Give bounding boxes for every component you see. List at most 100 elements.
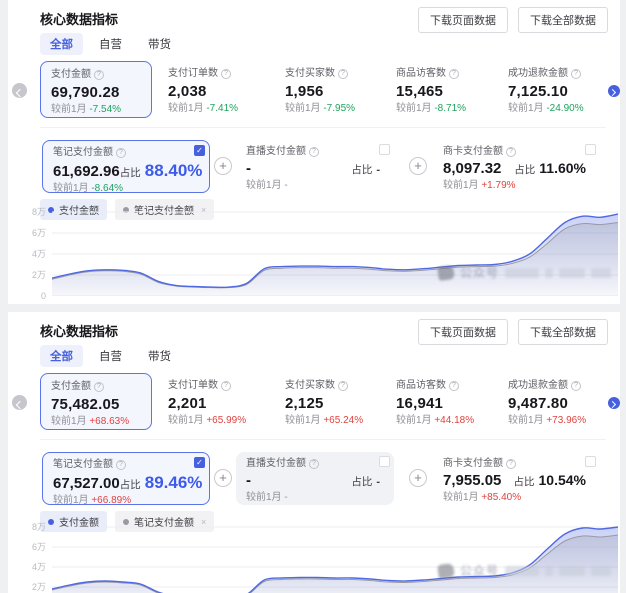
tab-self-operated[interactable]: 自营 bbox=[99, 351, 122, 363]
checkbox-checked-icon[interactable] bbox=[194, 457, 205, 468]
breakdown-change: 较前1月 +1.79% bbox=[443, 180, 590, 192]
breakdown-value: 61,692.96 bbox=[53, 163, 120, 180]
change-value: - bbox=[284, 492, 288, 503]
add-metric-icon[interactable] bbox=[409, 469, 427, 487]
add-metric-icon[interactable] bbox=[409, 157, 427, 175]
info-icon[interactable] bbox=[338, 69, 348, 79]
metric-card-product-visitors[interactable]: 商品访客数 15,465 较前1月 -8.71% bbox=[386, 61, 498, 118]
change-value: +66.89% bbox=[91, 495, 132, 506]
change-value: -8.64% bbox=[91, 183, 124, 194]
metrics-next-button[interactable] bbox=[608, 85, 620, 97]
panel-title: 核心数据指标 bbox=[40, 12, 119, 27]
metric-label: 支付金额 bbox=[51, 381, 141, 393]
add-metric-icon[interactable] bbox=[214, 157, 232, 175]
metric-card-refund-amount[interactable]: 成功退款金额 7,125.10 较前1月 -24.90% bbox=[498, 61, 610, 118]
info-icon[interactable] bbox=[571, 69, 581, 79]
metrics-next-button[interactable] bbox=[608, 397, 620, 409]
scope-tabs: 全部 自营 带货 bbox=[40, 345, 181, 367]
info-icon[interactable] bbox=[116, 148, 126, 158]
metric-value: 16,941 bbox=[396, 395, 444, 412]
ratio-value: 89.46% bbox=[144, 473, 203, 492]
tab-affiliate[interactable]: 带货 bbox=[148, 351, 171, 363]
metric-change: 较前1月 -8.71% bbox=[396, 103, 488, 115]
checkbox-unchecked-icon[interactable] bbox=[585, 144, 596, 155]
metric-label-text: 成功退款金额 bbox=[508, 380, 568, 391]
metric-value: 15,465 bbox=[396, 83, 444, 100]
download-page-data-button[interactable]: 下载页面数据 bbox=[418, 319, 508, 345]
metric-value: 2,038 bbox=[168, 83, 207, 100]
y-axis-label: 4万 bbox=[31, 562, 46, 572]
metric-label: 成功退款金额 bbox=[508, 68, 600, 80]
metrics-prev-button[interactable] bbox=[12, 395, 27, 410]
metric-card-product-visitors[interactable]: 商品访客数 16,941 较前1月 +44.18% bbox=[386, 373, 498, 430]
checkbox-unchecked-icon[interactable] bbox=[379, 144, 390, 155]
trend-area-chart[interactable] bbox=[51, 523, 619, 593]
info-icon[interactable] bbox=[116, 460, 126, 470]
metric-card-payment-amount[interactable]: 支付金额 75,482.05 较前1月 +68.63% bbox=[40, 373, 152, 430]
metric-change: 较前1月 -7.41% bbox=[168, 103, 260, 115]
tab-self-operated[interactable]: 自营 bbox=[99, 39, 122, 51]
info-icon[interactable] bbox=[506, 147, 516, 157]
info-icon[interactable] bbox=[449, 69, 459, 79]
download-page-data-button[interactable]: 下载页面数据 bbox=[418, 7, 508, 33]
tab-affiliate[interactable]: 带货 bbox=[148, 39, 171, 51]
add-metric-icon[interactable] bbox=[214, 469, 232, 487]
compare-prefix: 较前1月 bbox=[443, 492, 479, 503]
metric-card-order-count[interactable]: 支付订单数 2,201 较前1月 +65.99% bbox=[158, 373, 270, 430]
download-all-data-button[interactable]: 下载全部数据 bbox=[518, 319, 608, 345]
metric-card-buyer-count[interactable]: 支付买家数 2,125 较前1月 +65.24% bbox=[275, 373, 387, 430]
metric-change: 较前1月 +73.96% bbox=[508, 415, 600, 427]
breakdown-card-live-payment[interactable]: 直播支付金额 - 占比- 较前1月 - bbox=[236, 140, 394, 193]
breakdown-card-live-payment[interactable]: 直播支付金额 - 占比- 较前1月 - bbox=[236, 452, 394, 505]
ratio-label: 占比 bbox=[119, 479, 141, 491]
info-icon[interactable] bbox=[309, 147, 319, 157]
info-icon[interactable] bbox=[449, 381, 459, 391]
y-axis-label: 2万 bbox=[31, 582, 46, 592]
change-value: +1.79% bbox=[481, 180, 516, 191]
compare-prefix: 较前1月 bbox=[396, 415, 432, 426]
breakdown-label-text: 直播支付金额 bbox=[246, 458, 306, 469]
info-icon[interactable] bbox=[309, 459, 319, 469]
compare-prefix: 较前1月 bbox=[53, 495, 89, 506]
ratio-label: 占比 bbox=[351, 164, 373, 176]
download-all-data-button[interactable]: 下载全部数据 bbox=[518, 7, 608, 33]
metric-card-order-count[interactable]: 支付订单数 2,038 较前1月 -7.41% bbox=[158, 61, 270, 118]
row-divider bbox=[40, 127, 606, 128]
info-icon[interactable] bbox=[221, 381, 231, 391]
trend-area-chart[interactable] bbox=[51, 208, 619, 297]
compare-prefix: 较前1月 bbox=[246, 180, 282, 191]
checkbox-unchecked-icon[interactable] bbox=[585, 456, 596, 467]
info-icon[interactable] bbox=[571, 381, 581, 391]
breakdown-label: 直播支付金额 bbox=[246, 458, 384, 470]
info-icon[interactable] bbox=[506, 459, 516, 469]
change-value: -7.95% bbox=[323, 103, 356, 114]
tab-all[interactable]: 全部 bbox=[40, 33, 83, 55]
ratio-label: 占比 bbox=[119, 167, 141, 179]
breakdown-label: 商卡支付金额 bbox=[443, 146, 590, 158]
y-axis-label: 6万 bbox=[31, 542, 46, 552]
info-icon[interactable] bbox=[221, 69, 231, 79]
breakdown-value: 7,955.05 bbox=[443, 472, 502, 489]
compare-prefix: 较前1月 bbox=[168, 415, 204, 426]
ratio-value: - bbox=[376, 164, 380, 176]
y-axis-label: 0 bbox=[40, 291, 46, 301]
tab-all[interactable]: 全部 bbox=[40, 345, 83, 367]
info-icon[interactable] bbox=[338, 381, 348, 391]
metric-card-payment-amount[interactable]: 支付金额 69,790.28 较前1月 -7.54% bbox=[40, 61, 152, 118]
info-icon[interactable] bbox=[94, 382, 104, 392]
metric-label-text: 支付买家数 bbox=[285, 68, 335, 79]
metric-card-refund-amount[interactable]: 成功退款金额 9,487.80 较前1月 +73.96% bbox=[498, 373, 610, 430]
info-icon[interactable] bbox=[94, 70, 104, 80]
metrics-prev-button[interactable] bbox=[12, 83, 27, 98]
change-value: -24.90% bbox=[546, 103, 584, 114]
checkbox-checked-icon[interactable] bbox=[194, 145, 205, 156]
breakdown-label: 笔记支付金额 bbox=[53, 459, 199, 471]
checkbox-unchecked-icon[interactable] bbox=[379, 456, 390, 467]
breakdown-value: 8,097.32 bbox=[443, 160, 502, 177]
metric-change: 较前1月 +68.63% bbox=[51, 416, 141, 428]
metric-card-buyer-count[interactable]: 支付买家数 1,956 较前1月 -7.95% bbox=[275, 61, 387, 118]
